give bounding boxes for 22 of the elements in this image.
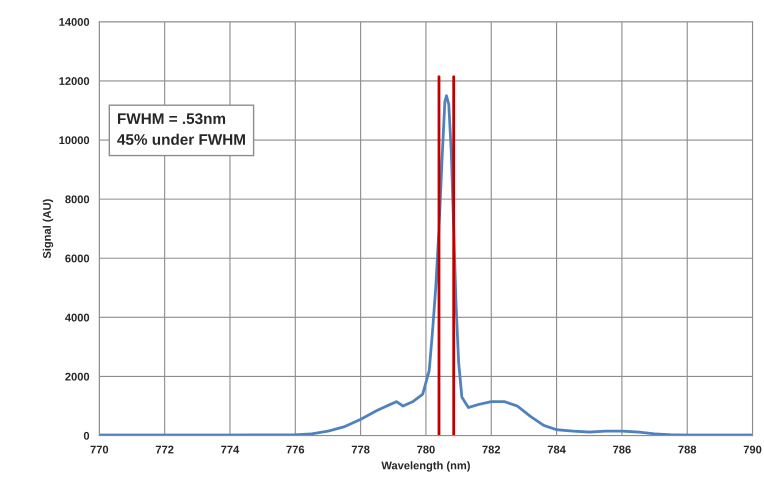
x-tick-label: 786 <box>613 446 631 454</box>
y-axis-title: Signal (AU) <box>42 199 54 258</box>
x-tick-label: 774 <box>221 446 240 454</box>
annotation: FWHM = .53nm 45% under FWHM <box>117 113 245 145</box>
x-tick-label: 778 <box>352 446 370 454</box>
y-tick-label: 6000 <box>65 254 90 262</box>
y-tick-label: 2000 <box>65 372 90 381</box>
y-tick-label: 0 <box>84 432 90 440</box>
y-tick-label: 10000 <box>59 136 90 144</box>
x-tick-label: 782 <box>482 446 500 454</box>
x-tick-label: 788 <box>678 446 696 454</box>
x-tick-label: 772 <box>156 446 174 454</box>
x-tick-label: 776 <box>286 446 304 454</box>
x-tick-label: 784 <box>548 446 566 454</box>
x-axis-title: Wavelength (nm) <box>381 461 470 472</box>
x-tick-label: 780 <box>417 446 435 454</box>
x-tick-label: 790 <box>744 446 762 454</box>
y-tick-label: 12000 <box>59 77 90 86</box>
y-tick-label: 4000 <box>65 314 90 322</box>
y-tick-label: 14000 <box>59 18 90 26</box>
x-tick-label: 770 <box>90 446 108 454</box>
y-tick-label: 8000 <box>65 195 90 204</box>
